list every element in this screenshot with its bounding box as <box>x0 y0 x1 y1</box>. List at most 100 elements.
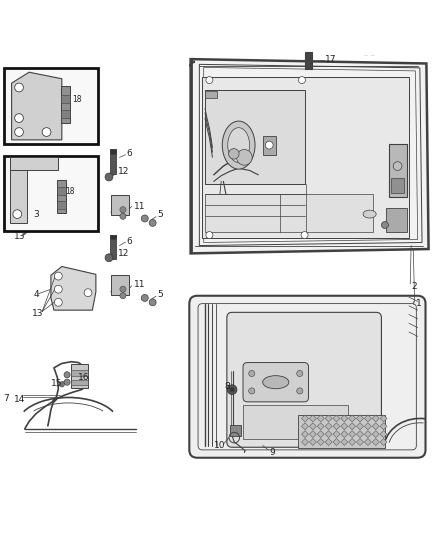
Circle shape <box>230 387 234 392</box>
Polygon shape <box>364 431 371 438</box>
Circle shape <box>14 114 23 123</box>
Text: 5: 5 <box>157 211 163 220</box>
Text: 1: 1 <box>416 299 421 308</box>
Circle shape <box>237 149 252 165</box>
Circle shape <box>206 77 213 84</box>
Circle shape <box>249 388 255 394</box>
Text: 16: 16 <box>78 373 90 382</box>
Text: -- --: -- -- <box>364 53 375 59</box>
Circle shape <box>141 294 148 302</box>
Circle shape <box>120 213 126 220</box>
Text: 5: 5 <box>157 290 163 300</box>
Circle shape <box>393 161 402 171</box>
Text: 11: 11 <box>134 202 145 211</box>
Polygon shape <box>51 266 96 310</box>
Polygon shape <box>309 439 316 446</box>
Ellipse shape <box>228 128 250 163</box>
Circle shape <box>14 128 23 136</box>
Text: 11: 11 <box>134 280 145 289</box>
Circle shape <box>13 210 21 219</box>
FancyBboxPatch shape <box>243 362 308 402</box>
Text: 18: 18 <box>65 187 75 196</box>
Polygon shape <box>333 439 340 446</box>
Circle shape <box>59 382 64 387</box>
Polygon shape <box>301 431 308 438</box>
Circle shape <box>301 231 308 239</box>
Polygon shape <box>357 415 364 422</box>
Polygon shape <box>380 431 387 438</box>
Circle shape <box>54 197 62 205</box>
Circle shape <box>84 289 92 297</box>
Bar <box>111 195 129 215</box>
Text: 14: 14 <box>14 395 25 403</box>
Circle shape <box>84 201 92 209</box>
FancyBboxPatch shape <box>227 312 381 447</box>
Polygon shape <box>325 439 332 446</box>
Polygon shape <box>357 439 364 446</box>
Polygon shape <box>372 415 379 422</box>
Circle shape <box>14 83 23 92</box>
Polygon shape <box>341 415 348 422</box>
Polygon shape <box>325 415 332 422</box>
Polygon shape <box>357 423 364 430</box>
Circle shape <box>105 173 113 181</box>
Bar <box>263 135 276 155</box>
Bar <box>71 380 88 385</box>
Text: 18: 18 <box>72 95 81 104</box>
Circle shape <box>120 286 126 292</box>
Polygon shape <box>309 423 316 430</box>
Circle shape <box>54 210 62 218</box>
Bar <box>61 95 70 103</box>
Bar <box>11 163 27 223</box>
Circle shape <box>149 299 156 306</box>
Polygon shape <box>372 439 379 446</box>
Bar <box>71 370 88 376</box>
Polygon shape <box>341 423 348 430</box>
Circle shape <box>297 370 303 376</box>
Bar <box>230 425 241 436</box>
Text: 12: 12 <box>118 249 129 258</box>
Polygon shape <box>301 439 308 446</box>
Text: 17: 17 <box>325 54 336 63</box>
Polygon shape <box>341 431 348 438</box>
Bar <box>57 181 66 213</box>
Text: 2: 2 <box>411 281 417 290</box>
Polygon shape <box>357 431 364 438</box>
Polygon shape <box>191 59 428 253</box>
Circle shape <box>206 231 213 239</box>
Bar <box>57 188 66 195</box>
Polygon shape <box>317 431 324 438</box>
Bar <box>110 235 117 259</box>
Polygon shape <box>341 439 348 446</box>
Circle shape <box>64 379 70 385</box>
Polygon shape <box>380 415 387 422</box>
Polygon shape <box>309 415 316 422</box>
Text: 8: 8 <box>224 382 230 391</box>
Text: 13: 13 <box>32 309 44 318</box>
Circle shape <box>381 222 389 229</box>
Text: 7: 7 <box>3 394 9 403</box>
Bar <box>71 364 88 388</box>
Circle shape <box>229 149 239 159</box>
Circle shape <box>105 254 113 262</box>
Polygon shape <box>349 415 356 422</box>
Circle shape <box>54 285 62 293</box>
Bar <box>111 275 129 295</box>
Circle shape <box>265 141 273 149</box>
Bar <box>110 235 117 239</box>
Circle shape <box>54 298 62 306</box>
Bar <box>304 52 311 69</box>
Text: 6: 6 <box>127 149 132 158</box>
Circle shape <box>298 77 305 84</box>
Polygon shape <box>372 423 379 430</box>
Bar <box>297 415 385 448</box>
Text: 13: 13 <box>14 232 25 241</box>
Circle shape <box>64 372 70 378</box>
Bar <box>61 110 70 118</box>
Ellipse shape <box>222 121 255 169</box>
Bar <box>205 91 217 99</box>
Polygon shape <box>317 423 324 430</box>
Bar <box>61 86 70 123</box>
Circle shape <box>54 184 62 192</box>
Polygon shape <box>51 179 96 223</box>
